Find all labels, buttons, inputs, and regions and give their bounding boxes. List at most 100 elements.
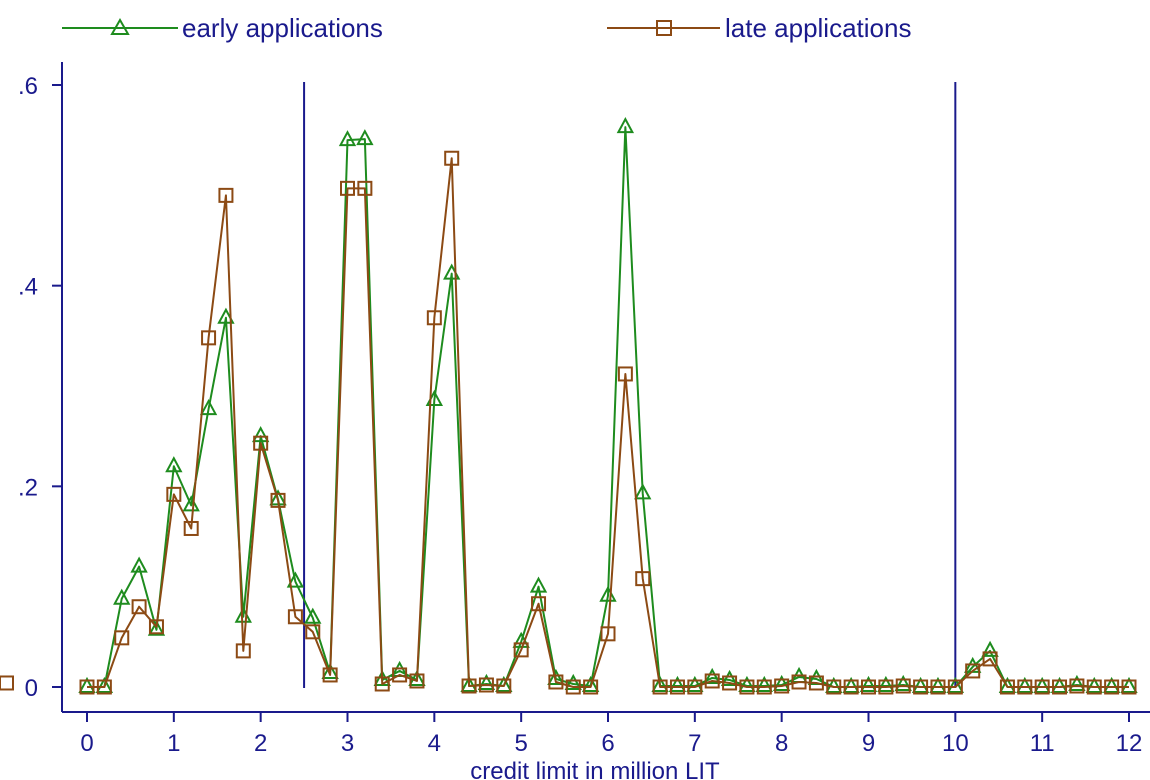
data-point xyxy=(218,187,234,203)
data-point xyxy=(1016,676,1034,693)
data-point xyxy=(286,571,305,588)
data-point xyxy=(287,609,303,625)
data-point xyxy=(1120,676,1138,693)
data-point xyxy=(947,679,963,695)
x-tick-label: 9 xyxy=(862,730,875,757)
x-tick-label: 11 xyxy=(1030,730,1055,757)
data-point xyxy=(930,679,946,695)
y-tick-label: 0 xyxy=(25,675,38,702)
data-point xyxy=(1050,676,1069,693)
data-point xyxy=(130,556,148,573)
data-point xyxy=(235,643,251,659)
data-point xyxy=(114,630,130,646)
data-point xyxy=(894,674,912,691)
data-point xyxy=(96,679,112,695)
data-point xyxy=(704,673,720,689)
data-point xyxy=(531,596,547,612)
series-line xyxy=(87,157,1129,688)
data-point xyxy=(1085,676,1103,693)
data-point xyxy=(217,307,235,324)
data-point xyxy=(861,679,876,695)
data-point xyxy=(1086,679,1102,695)
series-layer xyxy=(0,117,1138,695)
data-point xyxy=(495,675,513,692)
x-tick-label: 1 xyxy=(167,730,180,757)
data-point xyxy=(982,651,998,667)
data-point xyxy=(374,676,390,692)
data-point xyxy=(826,679,842,695)
x-tick-label: 8 xyxy=(775,730,788,757)
data-point xyxy=(78,676,96,693)
data-point xyxy=(564,673,582,690)
data-point xyxy=(878,679,894,695)
data-point xyxy=(547,668,565,685)
data-point xyxy=(687,679,703,695)
data-point xyxy=(322,667,338,683)
legend-entry-late: late applications xyxy=(607,13,911,43)
data-point xyxy=(859,675,878,692)
data-point xyxy=(651,675,669,692)
data-point xyxy=(131,599,147,615)
data-point xyxy=(270,492,286,508)
data-point xyxy=(1017,679,1033,695)
data-point xyxy=(496,678,512,694)
data-point xyxy=(304,607,322,624)
data-point xyxy=(548,674,564,690)
data-point xyxy=(703,667,721,684)
data-point xyxy=(95,676,114,693)
data-point xyxy=(668,675,687,692)
data-point xyxy=(808,675,824,691)
data-point xyxy=(305,624,321,640)
x-axis-title: credit limit in million LIT xyxy=(470,758,720,780)
legend: early applications late applications xyxy=(62,13,911,43)
legend-label-early: early applications xyxy=(182,13,383,43)
data-point xyxy=(600,626,616,642)
data-point xyxy=(791,674,807,690)
data-point xyxy=(356,129,374,146)
data-point xyxy=(478,677,494,693)
series-late xyxy=(0,150,1137,695)
data-point xyxy=(338,130,357,147)
data-point xyxy=(774,678,790,694)
data-point xyxy=(946,676,965,693)
data-point xyxy=(843,679,859,695)
data-point xyxy=(669,679,685,695)
data-point xyxy=(617,366,633,382)
data-point xyxy=(183,520,199,536)
data-point xyxy=(251,426,270,443)
x-tick-label: 10 xyxy=(942,730,969,757)
x-tick-label: 6 xyxy=(601,730,614,757)
data-point xyxy=(444,150,460,166)
data-point xyxy=(686,675,704,692)
y-ticks: 0 .2 .4 .6 xyxy=(18,73,62,702)
data-point xyxy=(147,619,166,636)
data-point xyxy=(477,673,496,690)
legend-label-late: late applications xyxy=(725,13,911,43)
data-point xyxy=(1068,674,1086,691)
x-ticks: 0 1 2 3 4 5 6 7 8 9 10 11 12 xyxy=(80,712,1142,757)
series-line xyxy=(87,126,1129,688)
data-point xyxy=(1069,678,1085,694)
data-point xyxy=(182,495,200,512)
data-point xyxy=(998,676,1017,693)
legend-marker-early xyxy=(110,17,130,35)
x-tick-label: 7 xyxy=(688,730,701,757)
data-point xyxy=(842,676,860,693)
data-point xyxy=(408,669,426,686)
data-point xyxy=(166,486,182,502)
data-point xyxy=(772,674,791,691)
data-point xyxy=(1034,679,1050,695)
y-tick-label: .4 xyxy=(18,274,38,301)
data-point xyxy=(999,679,1015,695)
x-tick-label: 3 xyxy=(341,730,354,757)
data-point xyxy=(756,679,772,695)
data-point xyxy=(634,483,652,500)
data-point xyxy=(616,117,635,134)
data-point xyxy=(0,675,14,691)
data-point xyxy=(565,679,581,695)
data-point xyxy=(409,673,425,689)
data-point xyxy=(113,588,131,605)
x-tick-label: 4 xyxy=(428,730,441,757)
x-tick-label: 12 xyxy=(1116,730,1143,757)
